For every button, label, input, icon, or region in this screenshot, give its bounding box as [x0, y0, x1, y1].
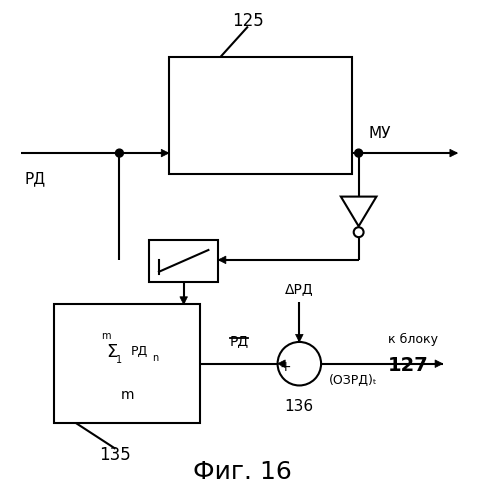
- Text: к блоку: к блоку: [388, 332, 439, 345]
- Text: РД: РД: [25, 171, 45, 186]
- Text: РД: РД: [229, 334, 249, 348]
- Text: (ОЗРД)ₜ: (ОЗРД)ₜ: [329, 374, 378, 387]
- Text: Фиг. 16: Фиг. 16: [193, 461, 291, 485]
- Circle shape: [355, 149, 363, 157]
- Bar: [54, 304, 200, 423]
- Text: Σ: Σ: [106, 343, 117, 361]
- Polygon shape: [435, 360, 443, 368]
- Text: 125: 125: [232, 11, 264, 29]
- Polygon shape: [278, 360, 285, 368]
- Circle shape: [278, 342, 321, 385]
- Text: n: n: [152, 353, 158, 363]
- Text: 136: 136: [285, 399, 314, 414]
- Text: 127: 127: [388, 356, 429, 375]
- Polygon shape: [180, 297, 187, 304]
- Text: РД: РД: [131, 345, 148, 358]
- Polygon shape: [161, 149, 169, 157]
- Polygon shape: [450, 149, 457, 157]
- Polygon shape: [296, 334, 303, 342]
- Text: 1: 1: [116, 355, 122, 365]
- Circle shape: [116, 149, 123, 157]
- Text: МУ: МУ: [368, 126, 391, 141]
- Circle shape: [354, 227, 363, 237]
- Polygon shape: [341, 197, 377, 226]
- Polygon shape: [218, 256, 226, 263]
- Text: 135: 135: [100, 446, 131, 464]
- Text: ΔРД: ΔРД: [285, 282, 314, 296]
- Bar: [149, 240, 218, 281]
- Bar: [169, 57, 352, 174]
- Text: m: m: [101, 331, 110, 341]
- Text: +: +: [280, 360, 291, 374]
- Text: m: m: [121, 388, 134, 402]
